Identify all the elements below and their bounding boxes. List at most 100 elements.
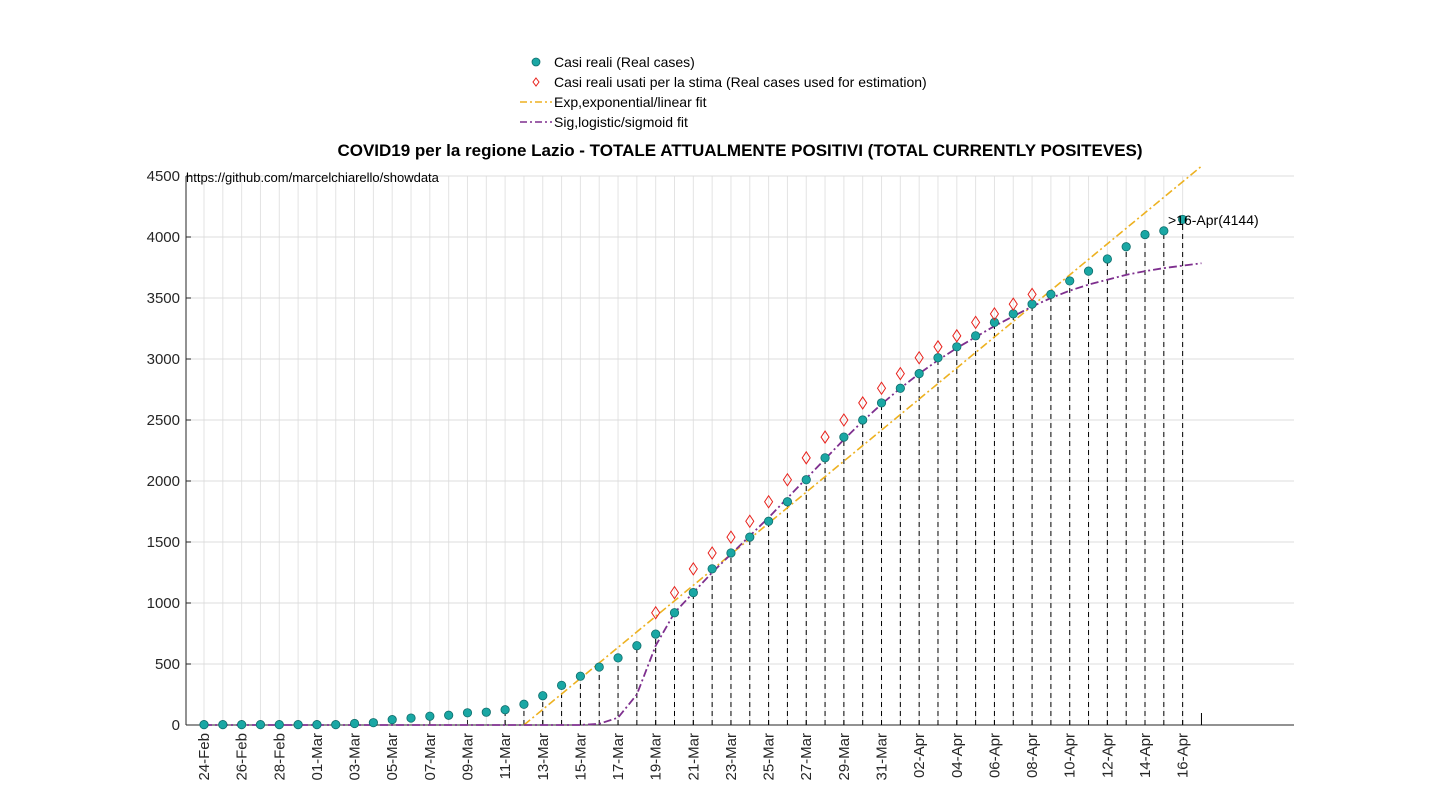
estimation-point: [914, 350, 924, 365]
estimation-point: [801, 450, 811, 465]
estimation-point: [1027, 287, 1037, 302]
x-tick-label: 26-Feb: [234, 733, 251, 781]
y-tick-label: 4000: [147, 229, 180, 246]
y-tick-label: 4500: [147, 168, 180, 185]
x-tick-label: 28-Feb: [271, 733, 288, 781]
real-case-point: [1046, 289, 1056, 299]
x-tick-label: 13-Mar: [535, 733, 552, 781]
x-tick-label: 12-Apr: [1099, 733, 1116, 778]
real-case-point: [199, 720, 209, 730]
real-case-point: [651, 629, 661, 639]
x-tick-label: 16-Apr: [1175, 733, 1192, 778]
real-case-point: [331, 720, 341, 730]
legend-label: Casi reali (Real cases): [554, 54, 695, 70]
y-tick-label: 3000: [147, 351, 180, 368]
dash-dot-line-icon: [520, 101, 552, 103]
sig-fit-line: [204, 262, 1202, 726]
real-case-point: [745, 532, 755, 542]
x-tick-label: 19-Mar: [648, 733, 665, 781]
exp-fit-line: [523, 165, 1202, 726]
real-case-point: [255, 720, 266, 730]
real-case-point: [481, 707, 491, 717]
x-tick-label: 27-Mar: [798, 733, 815, 781]
real-case-point: [726, 548, 736, 558]
estimation-point: [971, 315, 981, 330]
real-case-point: [989, 317, 1000, 327]
estimation-point: [763, 494, 774, 509]
dash-dot-line-icon: [520, 121, 552, 123]
x-tick-label: 24-Feb: [196, 733, 213, 781]
x-tick-label: 31-Mar: [874, 733, 891, 781]
real-case-point: [575, 671, 586, 681]
real-case-point: [387, 715, 397, 725]
y-tick-label: 3500: [147, 290, 180, 307]
legend-label: Sig,logistic/sigmoid fit: [554, 114, 688, 130]
filled-circle-icon: [531, 57, 541, 67]
real-case-point: [274, 720, 284, 730]
estimation-point: [688, 561, 698, 576]
x-tick-label: 10-Apr: [1062, 733, 1079, 778]
estimation-point: [651, 605, 661, 620]
real-case-point: [763, 516, 774, 526]
estimation-point: [669, 585, 680, 600]
estimation-point: [707, 546, 717, 560]
real-case-point: [1065, 276, 1075, 286]
diamond-marker-icon: [532, 77, 540, 87]
real-case-point: [462, 708, 473, 718]
real-case-point: [425, 711, 435, 721]
real-case-point: [293, 720, 303, 730]
estimation-point: [895, 366, 905, 381]
y-tick-label: 500: [155, 656, 180, 673]
x-tick-label: 01-Mar: [309, 733, 326, 781]
estimation-point: [745, 514, 755, 529]
real-case-point: [349, 718, 360, 729]
real-case-point: [613, 653, 623, 663]
estimation-point: [782, 472, 793, 487]
estimation-point: [1008, 297, 1018, 312]
real-case-point: [839, 432, 849, 442]
estimation-point: [839, 413, 849, 427]
estimation-point: [876, 381, 887, 396]
real-case-point: [876, 398, 887, 408]
x-tick-label: 25-Mar: [761, 733, 778, 781]
legend-label: Exp,exponential/linear fit: [554, 94, 707, 110]
estimation-point: [989, 306, 1000, 321]
real-case-point: [632, 641, 642, 651]
x-tick-label: 11-Mar: [497, 733, 514, 779]
x-tick-label: 03-Mar: [347, 733, 364, 781]
real-case-point: [914, 369, 924, 379]
real-case-point: [933, 353, 943, 363]
real-case-point: [820, 453, 830, 463]
source-url: https://github.com/marcelchiarello/showd…: [186, 170, 439, 185]
real-case-point: [500, 705, 510, 715]
real-case-point: [952, 342, 962, 352]
real-case-point: [406, 713, 416, 723]
chart-legend: Casi reali (Real cases) Casi reali usati…: [510, 52, 970, 132]
x-tick-label: 29-Mar: [836, 733, 853, 781]
estimation-point: [858, 396, 868, 410]
real-case-point: [594, 662, 604, 672]
real-case-point: [1140, 229, 1150, 240]
real-case-point: [858, 415, 868, 425]
x-tick-label: 04-Apr: [949, 733, 966, 778]
real-case-point: [1083, 266, 1094, 276]
real-case-point: [538, 691, 548, 701]
plot-area: [186, 176, 1294, 725]
y-tick-label: 2000: [147, 473, 180, 490]
real-case-point: [782, 497, 793, 507]
estimation-point: [933, 339, 943, 354]
real-case-point: [237, 720, 247, 730]
x-tick-label: 05-Mar: [384, 733, 401, 781]
chart-title: COVID19 per la regione Lazio - TOTALE AT…: [337, 141, 1143, 160]
x-tick-label: 06-Apr: [986, 733, 1003, 778]
real-case-point: [1159, 226, 1169, 236]
estimation-point: [726, 530, 736, 545]
real-case-point: [312, 720, 322, 730]
real-case-point: [971, 331, 981, 341]
x-tick-label: 09-Mar: [459, 733, 476, 781]
x-tick-label: 02-Apr: [911, 733, 928, 778]
x-tick-label: 14-Apr: [1137, 733, 1154, 778]
y-tick-label: 1000: [147, 595, 180, 612]
real-case-point: [801, 475, 811, 485]
last-value-callout: >16-Apr(4144): [1168, 212, 1259, 228]
